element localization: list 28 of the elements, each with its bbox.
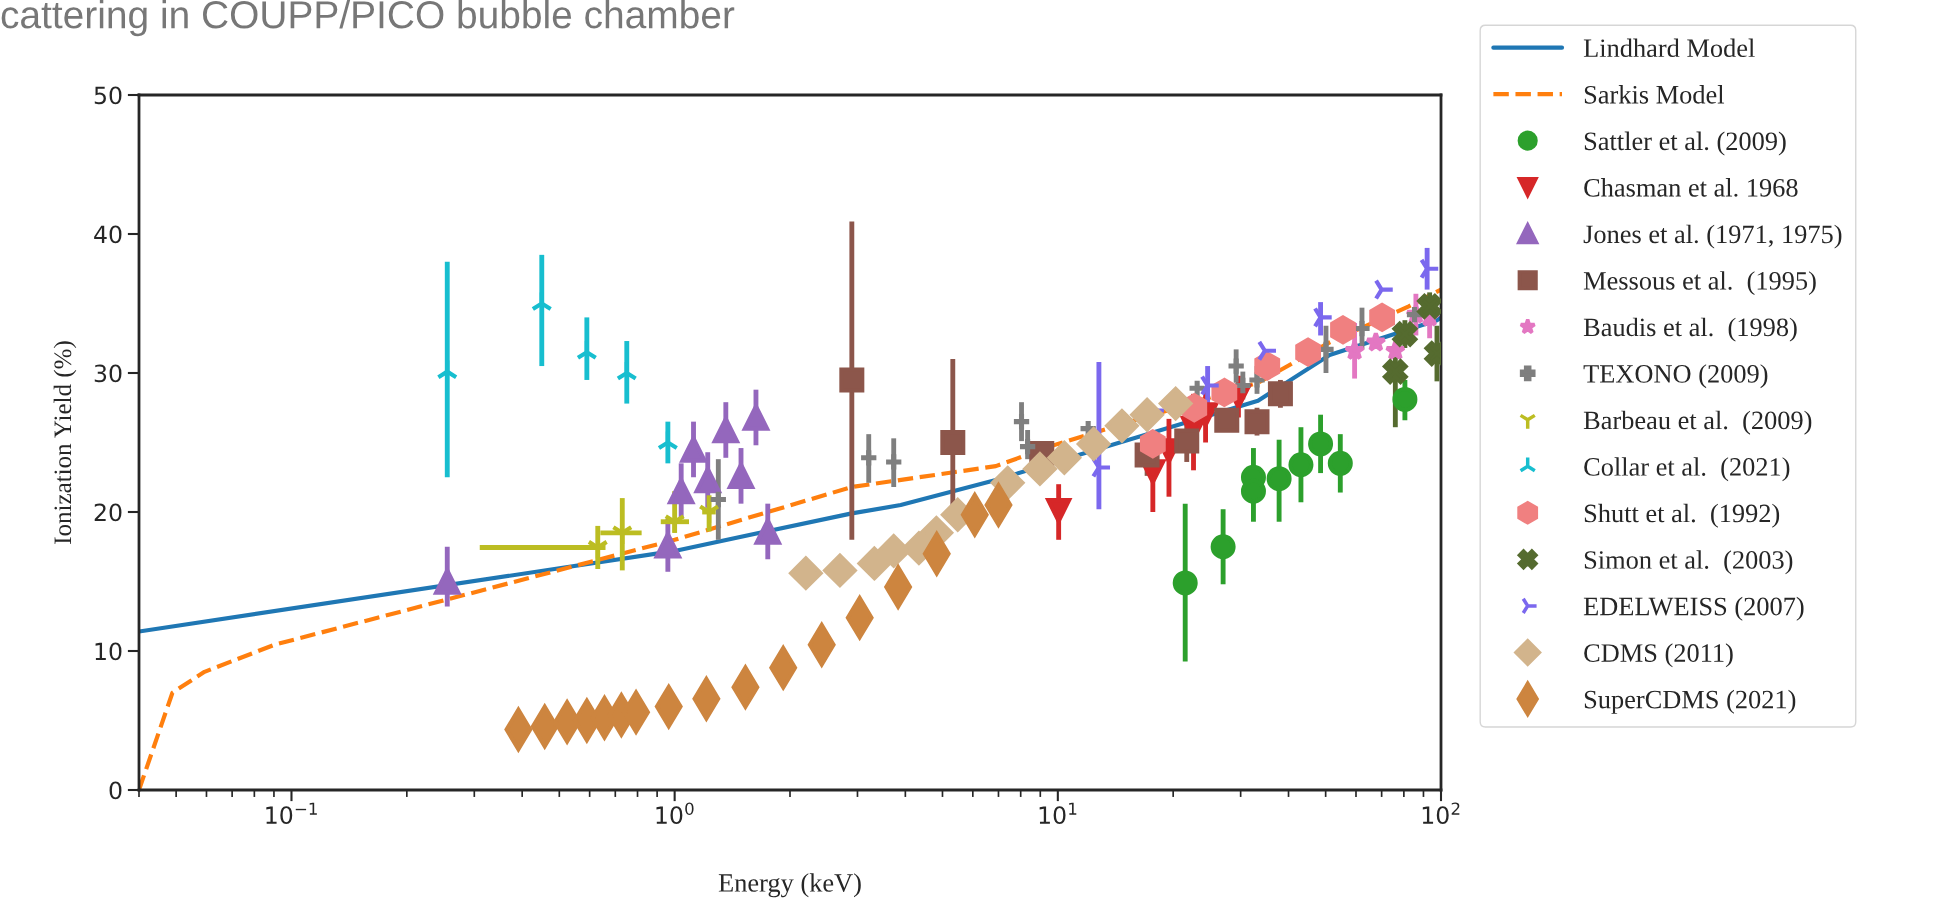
y-tick-label: 30 [94,364,122,383]
chart-title: cattering in COUPP/PICO bubble chamber [1,0,735,37]
legend-label: Sattler et al. (2009) [1584,131,1786,156]
legend-label: Chasman et al. 1968 [1584,178,1798,197]
x-tick-label: 10$^{0}$ [656,802,694,825]
legend-label: Simon et al. (2003) [1584,550,1793,575]
legend-label: Baudis et al. (1998) [1583,317,1797,342]
legend-label: Messous et al. (1995) [1583,271,1816,296]
legend-label: SuperCDMS (2021) [1584,689,1796,714]
legend-label: Shutt et al. (1992) [1584,503,1780,528]
x-tick-label: 10$^{2}$ [1422,802,1460,825]
x-axis-title: Energy (keV) [718,873,861,898]
legend-label: Collar et al. (2021) [1584,457,1790,482]
legend-label: TEXONO (2009) [1583,364,1768,389]
legend-label: Lindhard Model [1583,38,1755,58]
x-tick-label: 10$^{−1}$ [266,802,317,825]
x-tick-label: 10$^{1}$ [1039,802,1077,825]
legend-label: Barbeau et al. (2009) [1583,410,1812,435]
legend-label: EDELWEISS (2007) [1583,596,1804,621]
y-tick-label: 10 [95,642,122,661]
y-tick-label: 0 [109,781,122,800]
legend-label: Jones et al. (1971, 1975) [1583,224,1842,249]
legend-label: Sarkis Model [1584,85,1725,104]
y-axis-title: Ionization Yield (%) [53,341,77,544]
legend-label: CDMS (2011) [1584,643,1733,668]
y-tick-label: 50 [94,86,122,105]
y-tick-label: 20 [94,503,122,522]
y-tick-label: 40 [94,225,122,244]
